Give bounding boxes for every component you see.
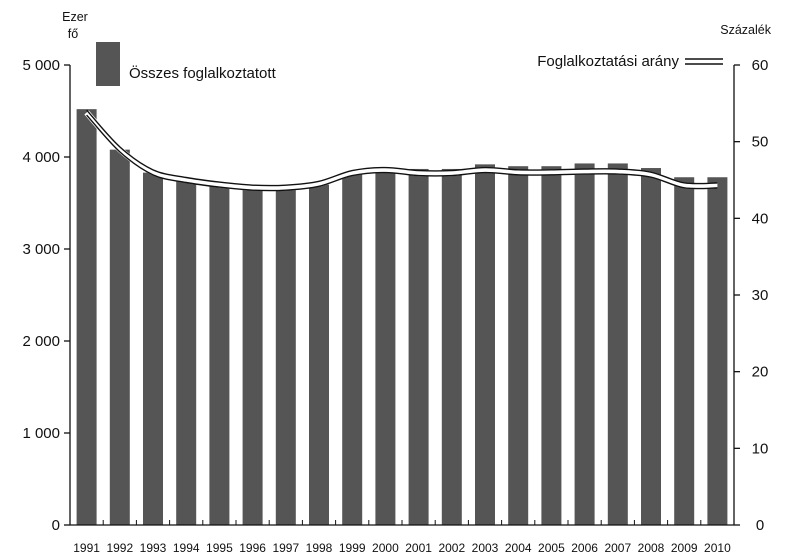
bar xyxy=(76,109,97,525)
x-axis-tick-label: 2008 xyxy=(638,541,665,555)
legend-line: Foglalkoztatási arány xyxy=(537,53,723,70)
bar xyxy=(441,168,462,525)
bar xyxy=(475,164,495,526)
left-axis-tick-label: 3 000 xyxy=(22,241,60,258)
x-axis-tick-label: 1997 xyxy=(272,541,299,555)
bar-series xyxy=(76,109,728,526)
legend-bar-swatch xyxy=(96,42,120,86)
bar xyxy=(143,172,163,525)
right-axis-tick-label: 0 xyxy=(756,517,764,534)
x-axis-tick-label: 1994 xyxy=(173,541,200,555)
bar xyxy=(641,168,661,526)
right-axis-unit: Százalék xyxy=(720,23,771,37)
bar xyxy=(508,166,529,525)
left-axis-tick-label: 5 000 xyxy=(22,57,60,74)
left-axis-unit-line1: Ezer xyxy=(62,10,88,24)
x-axis: 1991 1992 1993 1994 1995 1996 1997 1998 1999 2000… xyxy=(70,520,734,555)
x-axis-tick-label: 2004 xyxy=(505,541,532,555)
x-axis-tick-label: 2005 xyxy=(538,541,565,555)
right-axis-tick-label: 20 xyxy=(752,364,769,381)
legend-bar-label: Összes foglalkoztatott xyxy=(129,64,277,82)
left-axis-tick-label: 4 000 xyxy=(22,149,60,166)
x-axis-tick-label: 1992 xyxy=(106,541,133,555)
bar xyxy=(574,163,595,525)
right-axis-tick-label: 10 xyxy=(752,440,769,457)
x-axis-tick-label: 2007 xyxy=(604,541,631,555)
legend-line-label: Foglalkoztatási arány xyxy=(537,53,679,70)
left-axis-tick-label: 0 xyxy=(52,517,60,534)
bar xyxy=(209,186,230,525)
x-axis-tick-label: 1991 xyxy=(73,541,100,555)
x-axis-tick-label: 1993 xyxy=(140,541,167,555)
line-series xyxy=(84,109,718,192)
line-series-halo xyxy=(84,110,718,192)
x-axis-tick-label: 1995 xyxy=(206,541,233,555)
left-axis-unit-line2: fő xyxy=(68,27,78,41)
bar xyxy=(541,166,562,525)
line-series-upper xyxy=(86,109,718,187)
x-axis-tick-label: 1996 xyxy=(239,541,266,555)
left-axis: 0 1 000 2 000 3 000 4 000 5 000 xyxy=(22,57,71,534)
left-axis-tick-label: 1 000 xyxy=(22,425,60,442)
bar xyxy=(607,163,628,525)
bar xyxy=(342,174,363,526)
bar xyxy=(375,170,396,526)
line-series-lower xyxy=(86,114,718,192)
x-axis-tick-label: 2001 xyxy=(405,541,432,555)
bar xyxy=(707,177,728,526)
right-axis-tick-label: 40 xyxy=(752,210,769,227)
right-axis-tick-label: 30 xyxy=(752,287,769,304)
legend-bar: Összes foglalkoztatott xyxy=(96,42,277,86)
left-axis-tick-label: 2 000 xyxy=(22,333,60,350)
x-axis-tick-label: 2006 xyxy=(571,541,598,555)
bar xyxy=(674,177,695,526)
bar xyxy=(408,168,429,525)
bar xyxy=(176,180,197,525)
x-axis-tick-label: 1999 xyxy=(339,541,366,555)
x-axis-tick-label: 2003 xyxy=(472,541,499,555)
x-axis-tick-label: 2010 xyxy=(704,541,731,555)
right-axis-tick-label: 60 xyxy=(752,57,769,74)
bar xyxy=(309,184,329,525)
x-axis-tick-label: 2000 xyxy=(372,541,399,555)
x-axis-tick-label: 1998 xyxy=(306,541,333,555)
right-axis: 0 10 20 30 40 50 60 xyxy=(733,57,769,534)
right-axis-tick-label: 50 xyxy=(752,134,769,151)
bar xyxy=(275,189,296,525)
x-axis-tick-label: 2002 xyxy=(438,541,465,555)
x-axis-tick-label: 2009 xyxy=(671,541,698,555)
bar xyxy=(109,149,130,525)
bar xyxy=(242,189,263,525)
